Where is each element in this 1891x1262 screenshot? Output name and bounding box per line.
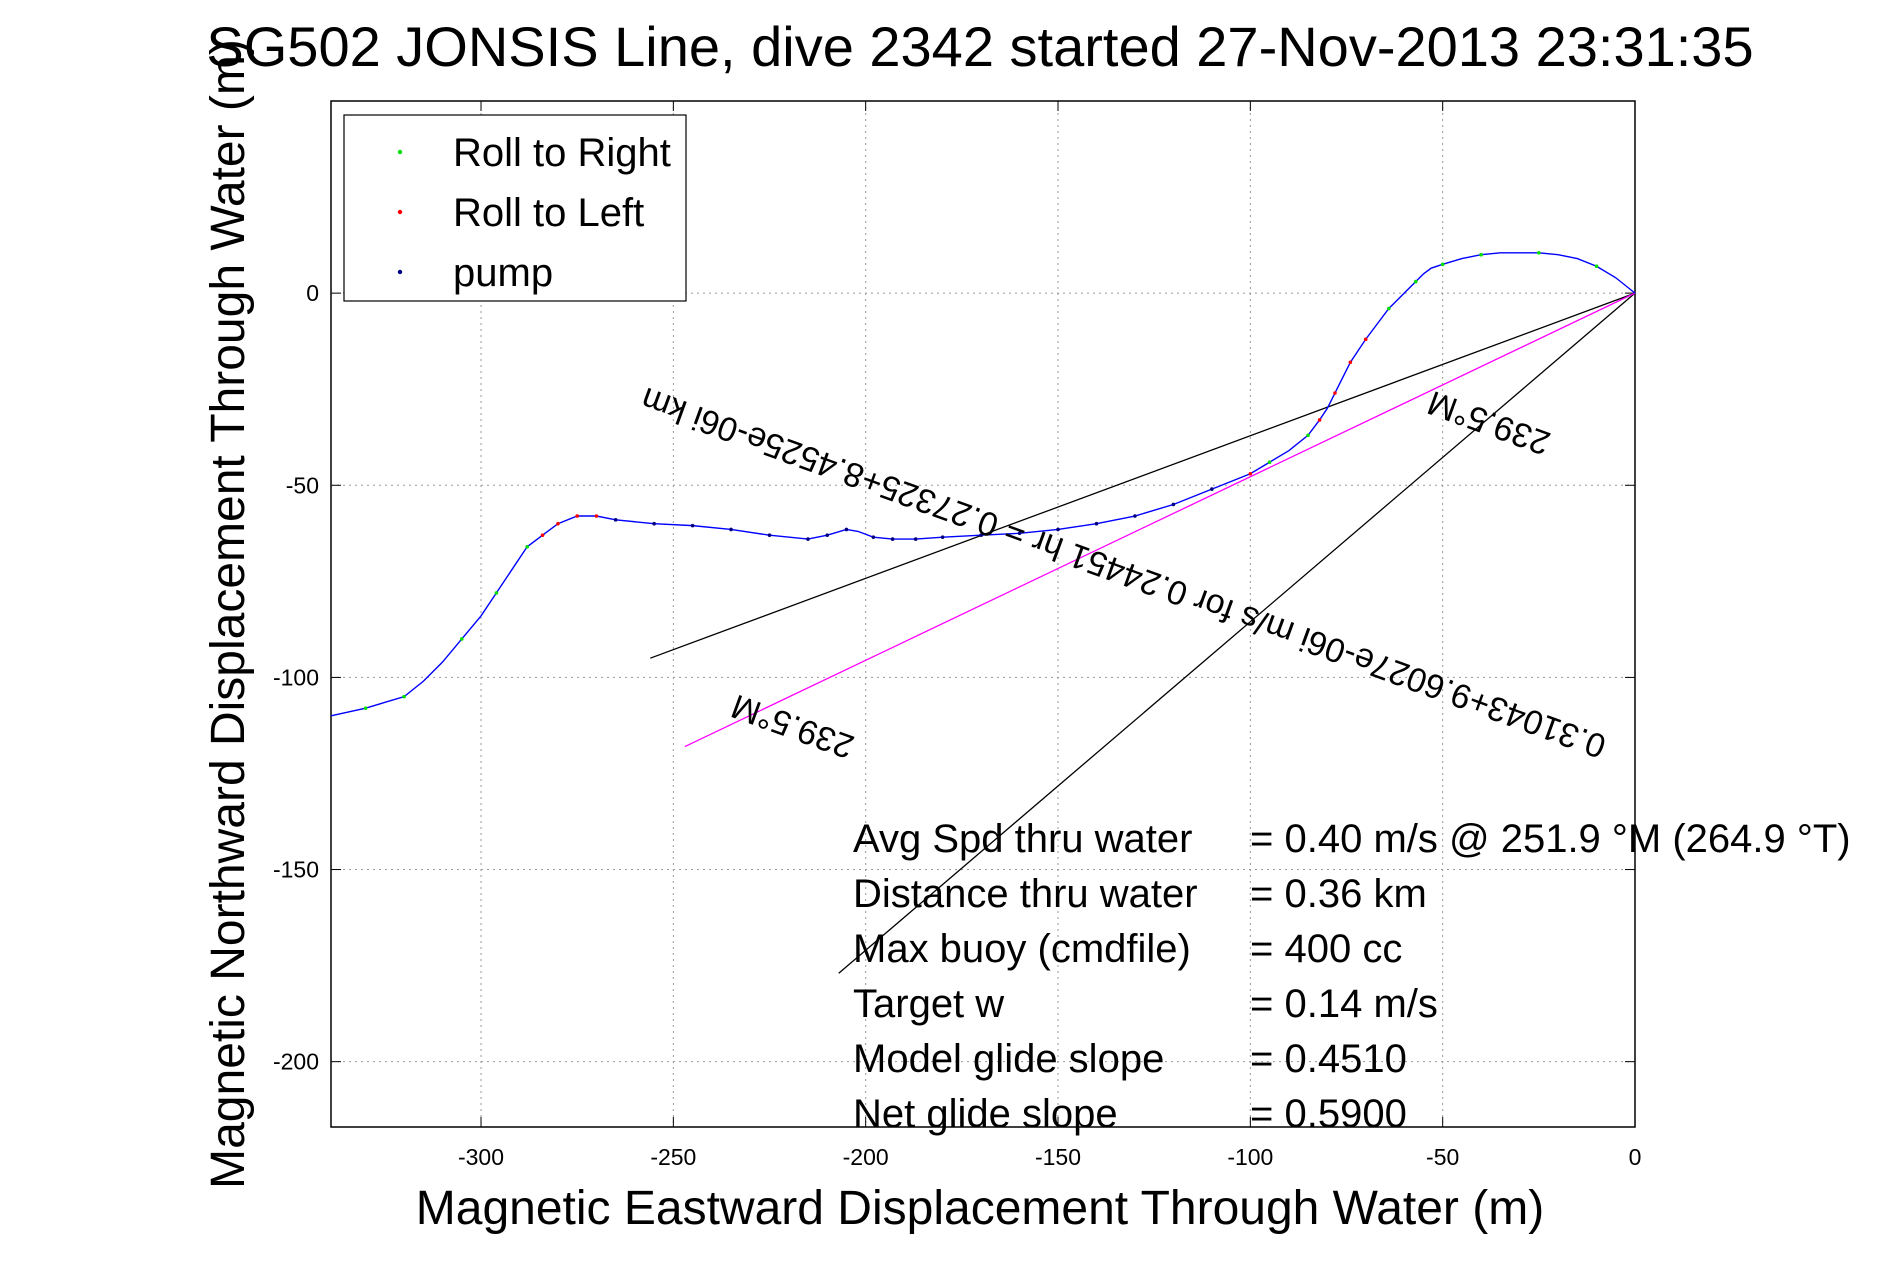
track-point [594, 514, 599, 518]
track-point [913, 537, 918, 541]
track-point [1133, 514, 1137, 518]
stat-label: Avg Spd thru water [853, 817, 1192, 861]
legend-marker [397, 209, 403, 215]
x-tick-label: -300 [458, 1144, 504, 1170]
stat-label: Model glide slope [853, 1037, 1164, 1081]
track-markers [363, 250, 1599, 710]
track-point [1413, 279, 1418, 284]
track-point [1479, 252, 1483, 257]
track-point [767, 533, 772, 538]
track-point [690, 523, 695, 528]
track-point [1306, 433, 1310, 438]
track-point [652, 521, 656, 526]
track-point [525, 544, 529, 549]
y-tick-label: -200 [273, 1049, 319, 1075]
track-point [1537, 250, 1541, 255]
legend: Roll to Right Roll to Left pump [343, 114, 687, 302]
heading-line [684, 292, 1636, 748]
track-point [806, 537, 810, 541]
x-tick-label: -200 [843, 1144, 889, 1170]
stat-value: = 0.14 m/s [1250, 982, 1438, 1026]
heading-line [838, 292, 1636, 974]
track-point [613, 518, 618, 522]
legend-label: Roll to Left [453, 191, 644, 235]
track-point [575, 514, 579, 518]
track-point [825, 533, 830, 538]
chart-title: SG502 JONSIS Line, dive 2342 started 27-… [206, 15, 1753, 78]
track-point [1594, 264, 1599, 269]
track-point [871, 535, 876, 539]
track-point [979, 533, 983, 538]
stats-block: Avg Spd thru water = 0.40 m/s @ 251.9 °M … [853, 817, 1851, 1136]
track-point [1348, 360, 1353, 365]
y-tick-label: -150 [273, 857, 319, 883]
track-point [940, 535, 945, 539]
heading-line [650, 292, 1636, 659]
dive-track [330, 252, 1636, 717]
legend-label: Roll to Right [453, 131, 671, 175]
track-point [890, 537, 895, 541]
track-point [729, 527, 733, 532]
x-tick-label: -50 [1426, 1144, 1459, 1170]
stat-label: Net glide slope [853, 1092, 1118, 1136]
track-point [844, 527, 849, 532]
legend-marker [397, 149, 403, 155]
x-tick-label: -250 [650, 1144, 696, 1170]
y-axis-label: Magnetic Northward Displacement Through … [202, 39, 255, 1189]
y-tick-label: -50 [286, 472, 319, 498]
legend-label: pump [453, 251, 553, 295]
track-point [1017, 531, 1022, 536]
track-point [494, 591, 499, 595]
track-point [459, 637, 464, 641]
track-point [556, 521, 560, 526]
stat-value: = 0.36 km [1250, 872, 1427, 916]
stat-value: = 400 cc [1250, 927, 1402, 971]
x-tick-label: 0 [1629, 1144, 1642, 1170]
stat-label: Distance thru water [853, 872, 1198, 916]
track-point [1317, 418, 1322, 422]
track-point [402, 694, 406, 699]
y-tick-label: 0 [306, 280, 319, 306]
x-tick-label: -100 [1227, 1144, 1273, 1170]
stat-label: Target w [853, 982, 1004, 1026]
stat-label: Max buoy (cmdfile) [853, 927, 1191, 971]
stat-value: = 0.4510 [1250, 1037, 1407, 1081]
track-point [1267, 460, 1272, 465]
track-point [1056, 527, 1060, 532]
track-point [1387, 306, 1391, 311]
track-line [330, 252, 1636, 717]
track-point [1440, 262, 1445, 267]
track-point [1333, 391, 1337, 395]
track-point [1171, 502, 1176, 507]
stat-value: = 0.5900 [1250, 1092, 1407, 1136]
y-tick-label: -100 [273, 664, 319, 690]
track-point [1094, 521, 1099, 526]
track-point [363, 706, 368, 710]
x-axis-label: Magnetic Eastward Displacement Through W… [416, 1182, 1544, 1235]
legend-box [343, 114, 687, 302]
tick-labels: -300 -250 -200 -150 -100 -50 0 0 -50 -100 -150 -200 [273, 280, 1641, 1170]
track-point [1210, 487, 1214, 491]
track-point [1363, 337, 1368, 342]
legend-marker [397, 269, 403, 275]
track-point [1248, 471, 1253, 476]
track-point [540, 533, 545, 538]
x-tick-label: -150 [1035, 1144, 1081, 1170]
heading-lines [650, 292, 1636, 974]
stat-value: = 0.40 m/s @ 251.9 °M (264.9 °T) [1250, 817, 1851, 861]
